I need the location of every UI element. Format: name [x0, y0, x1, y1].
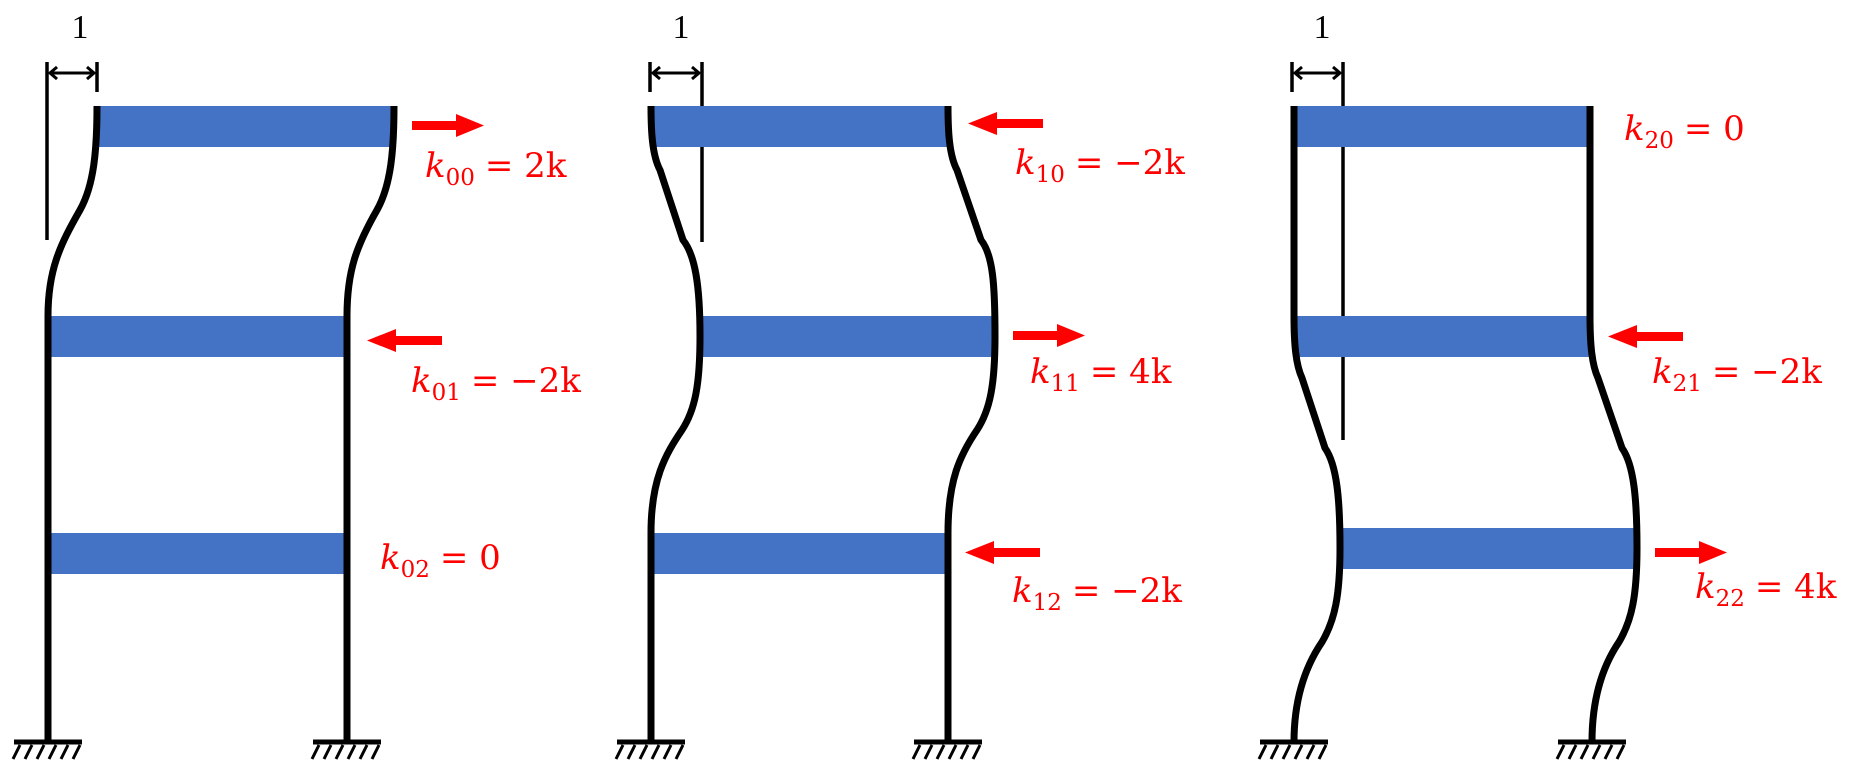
frame-1: 1 k10 = −2k: [614, 9, 1185, 760]
frame-0-coefficient-top: k00 = 2k: [425, 146, 567, 191]
frame-2-dimension-label: 1: [1314, 9, 1331, 46]
frame-2-beam-top: [1296, 106, 1590, 147]
frame-0: 1 k00 =: [11, 9, 581, 760]
frame-0-left-support: [11, 739, 82, 760]
frame-2-coefficient-top: k20 = 0: [1624, 109, 1745, 154]
frame-0-left-column: [44, 105, 101, 742]
frame-1-force-arrow-middle: [1013, 324, 1085, 347]
frame-1-beam-top: [654, 106, 950, 147]
frame-1-beam-bottom: [654, 533, 947, 574]
frame-2-coefficient-middle: k21 = −2k: [1652, 352, 1822, 397]
frame-1-coefficient-top: k10 = −2k: [1015, 143, 1185, 188]
frame-1-force-arrow-top: [968, 112, 1043, 135]
frame-0-dimension-arrow: [47, 65, 97, 81]
frame-1-force-arrow-bottom: [965, 541, 1040, 564]
frame-2-force-arrow-bottom: [1655, 541, 1727, 564]
frame-2-dimension-arrow: [1292, 65, 1343, 81]
frame-1-dimension-arrow: [650, 65, 702, 81]
frame-2-left-column: [1290, 106, 1344, 743]
frame-0-beam-top: [97, 106, 394, 147]
frame-2-beam-bottom: [1342, 528, 1636, 569]
frame-2-right-column: [1586, 106, 1641, 743]
frame-1-right-column: [944, 105, 999, 742]
frame-1-beam-middle: [700, 316, 993, 357]
frame-0-force-arrow-top: [412, 114, 484, 137]
frame-0-beam-middle: [50, 316, 346, 357]
frame-1-coefficient-bottom: k12 = −2k: [1012, 571, 1182, 616]
frame-1-left-column: [647, 105, 704, 742]
frame-0-dimension-label: 1: [72, 9, 89, 46]
frame-0-right-support: [310, 739, 381, 760]
frame-1-right-support: [911, 739, 982, 760]
frame-0-beam-bottom: [50, 533, 346, 574]
frame-0-coefficient-bottom: k02 = 0: [380, 538, 501, 583]
frame-2-coefficient-bottom: k22 = 4k: [1695, 567, 1837, 612]
frame-2-force-arrow-middle: [1608, 325, 1683, 348]
frame-0-coefficient-middle: k01 = −2k: [411, 361, 581, 406]
frame-2-beam-middle: [1296, 316, 1590, 357]
frame-2: 1 k20 = 0 k21 = −: [1257, 9, 1837, 760]
frame-1-dimension-label: 1: [673, 9, 690, 46]
frame-2-right-support: [1555, 739, 1626, 760]
frame-1-left-support: [614, 739, 685, 760]
frame-0-force-arrow-middle: [367, 329, 442, 352]
frame-1-coefficient-middle: k11 = 4k: [1030, 352, 1172, 397]
frame-0-right-column: [343, 105, 398, 742]
frame-2-left-support: [1257, 739, 1328, 760]
